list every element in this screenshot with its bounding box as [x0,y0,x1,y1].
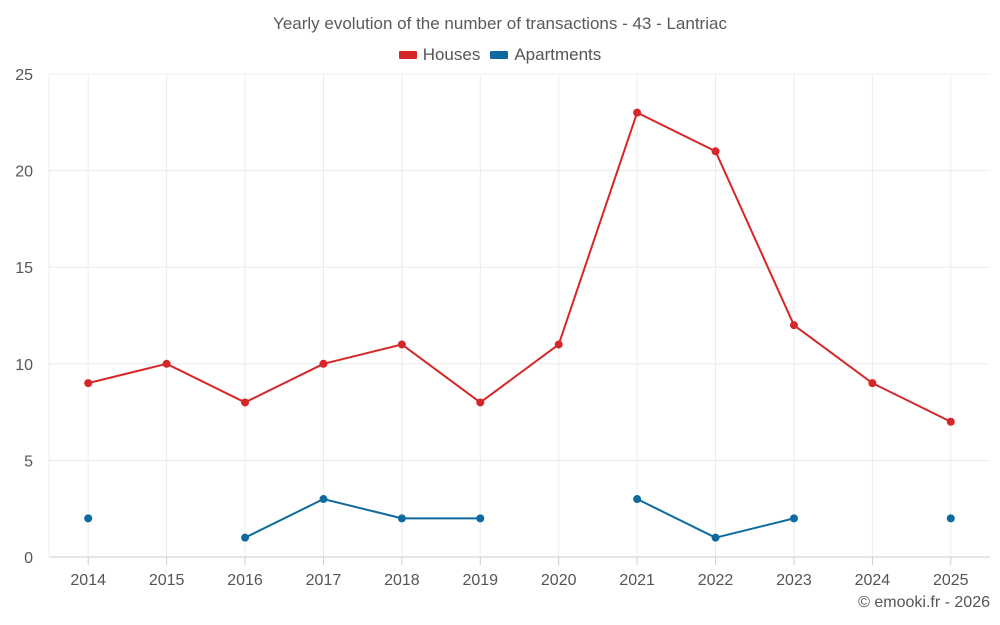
data-point-apartments[interactable] [946,514,955,523]
credit: © emooki.fr - 2026 [858,594,990,611]
data-point-houses[interactable] [789,321,798,330]
legend-swatch-houses [398,51,417,59]
data-point-apartments[interactable] [789,514,798,523]
data-point-apartments[interactable] [319,495,328,504]
y-tick-label: 15 [15,260,33,277]
data-point-houses[interactable] [84,379,93,388]
data-point-apartments[interactable] [633,495,642,504]
data-point-houses[interactable] [162,359,171,368]
x-tick-label: 2022 [698,572,734,589]
y-tick-label: 0 [24,550,33,567]
y-tick-label: 25 [15,67,33,84]
legend-label-houses: Houses [422,45,481,64]
data-point-apartments[interactable] [84,514,93,523]
grid [48,73,990,558]
chart-title: Yearly evolution of the number of transa… [273,14,727,33]
legend-item-apartments[interactable]: Apartments [490,45,601,65]
x-tick-label: 2023 [776,572,812,589]
x-tick-label: 2015 [149,572,185,589]
y-tick-label: 10 [15,357,33,374]
data-point-apartments[interactable] [397,514,406,523]
y-tick-label: 20 [15,164,33,181]
x-tick-label: 2016 [227,572,263,589]
data-point-houses[interactable] [241,398,250,407]
series-line-houses [87,111,952,423]
legend: Houses Apartments [0,45,1000,65]
data-point-houses[interactable] [868,379,877,388]
legend-item-houses[interactable]: Houses [398,45,481,65]
x-tick-label: 2024 [855,572,891,589]
data-point-houses[interactable] [633,108,642,117]
data-point-houses[interactable] [711,147,720,156]
x-tick-label: 2014 [70,572,106,589]
data-point-apartments[interactable] [241,533,250,542]
x-tick-label: 2020 [541,572,577,589]
data-point-houses[interactable] [319,359,328,368]
x-tick-label: 2019 [462,572,498,589]
data-point-apartments[interactable] [711,533,720,542]
y-tick-label: 5 [24,453,33,470]
x-tick-label: 2018 [384,572,420,589]
series-line-apartments [244,498,481,539]
series [84,108,955,542]
data-point-apartments[interactable] [476,514,485,523]
x-tick-label: 2025 [933,572,969,589]
x-tick-label: 2021 [619,572,655,589]
x-tick-label: 2017 [306,572,342,589]
legend-label-apartments: Apartments [514,45,602,64]
data-point-houses[interactable] [946,417,955,426]
data-point-houses[interactable] [554,340,563,349]
legend-swatch-apartments [490,51,509,59]
data-point-houses[interactable] [476,398,485,407]
data-point-houses[interactable] [397,340,406,349]
